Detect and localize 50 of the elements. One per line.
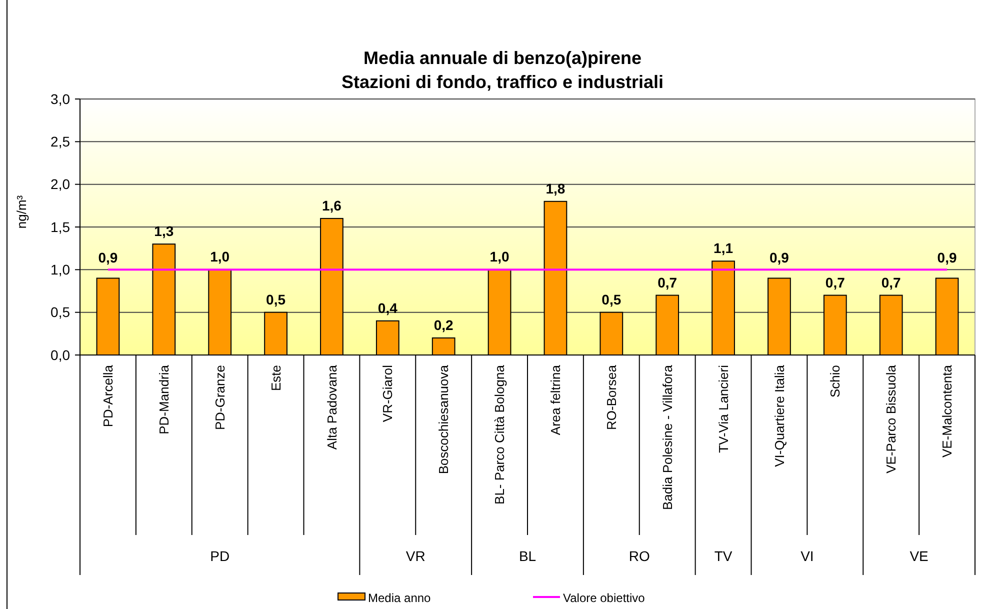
y-tick-label: 1,0	[50, 262, 70, 278]
text: VI	[800, 548, 814, 564]
y-tick-label: 0,5	[50, 304, 70, 320]
x-tick-label: Schio	[828, 365, 843, 398]
data-label: 0,4	[378, 300, 398, 316]
data-label: 1,8	[546, 180, 566, 196]
data-label: 1,0	[490, 248, 510, 265]
text: VE	[910, 548, 928, 564]
chart-title: Media annuale di benzo(a)pirene Stazioni di fondo, traffico e industriali	[341, 48, 664, 92]
text: VR	[406, 548, 426, 564]
text: TV	[714, 548, 733, 564]
data-label: 0,9	[98, 250, 118, 266]
y-axis-title: ng/m³	[14, 194, 29, 229]
y-tick-label: 0,0	[50, 346, 70, 363]
x-tick-label: VE-Parco Bissuola	[884, 364, 899, 474]
y-tick-label: 2,5	[50, 134, 70, 150]
data-label: 0,5	[602, 291, 622, 308]
x-tick-label: Alta Padovana	[324, 364, 340, 450]
x-tick-label: VE-Malcontenta	[940, 364, 955, 458]
text: PD	[210, 548, 230, 564]
y-tick-label: 2,0	[50, 176, 70, 192]
text: BL	[518, 548, 536, 564]
x-tick-label: Area feltrina	[548, 364, 564, 436]
x-tick-label: RO-Borsea	[604, 364, 619, 430]
x-tick-label: VI-Quartiere Italia	[772, 364, 787, 467]
x-tick-label: BL- Parco Città Bologna	[492, 364, 508, 504]
legend-label: Media anno	[368, 591, 432, 605]
x-tick-label: Badia Polesine - Villafora	[660, 364, 675, 510]
x-tick-label: PD-Mandria	[156, 364, 172, 434]
data-label: 0,2	[434, 316, 454, 333]
x-tick-label: Boscochiesanuova	[436, 364, 452, 474]
data-label: 0,9	[769, 250, 790, 266]
y-tick-label: 1,5	[50, 218, 70, 235]
x-tick-label: TV-Via Lancieri	[716, 364, 731, 453]
legend-label: Valore obiettivo	[563, 591, 646, 605]
data-label: 0,7	[658, 274, 678, 290]
x-tick-label: Este	[268, 365, 284, 392]
text: RO	[628, 548, 650, 564]
data-label: 1,0	[210, 248, 230, 265]
data-label: 1,1	[714, 240, 734, 256]
data-label: 1,3	[154, 223, 174, 240]
x-tick-label: PD-Granze	[212, 365, 228, 430]
data-label: 0,5	[266, 291, 286, 308]
y-tick-label: 3,0	[50, 90, 70, 107]
x-tick-label: PD-Arcella	[100, 364, 116, 428]
data-label: 0,7	[881, 274, 902, 290]
data-label: 0,7	[825, 274, 846, 290]
data-label: 0,9	[937, 250, 957, 266]
data-label: 1,6	[322, 197, 342, 214]
x-tick-label: VR-Giarol	[380, 364, 396, 422]
